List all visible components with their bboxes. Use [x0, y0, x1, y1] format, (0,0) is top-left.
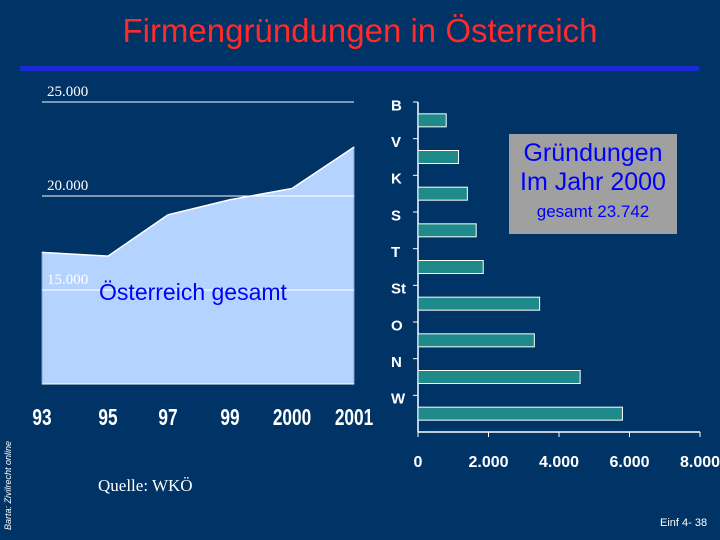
bar-K — [417, 186, 468, 201]
bar-category-label: O — [391, 317, 403, 334]
bar-category-label: St — [391, 281, 406, 298]
area-chart-austria-total: 25.000 20.000 15.000 93 95 97 99 2000 2001 Österr… — [32, 84, 373, 431]
area-y-tick-label: 25.000 — [47, 84, 88, 100]
bar-category-label: S — [391, 207, 401, 224]
slide-title: Firmengründungen in Österreich — [122, 12, 598, 49]
side-credit: Barta: Zivilrecht online — [3, 440, 13, 530]
bar-category-label: K — [391, 171, 402, 188]
bar-x-tick-label: 6.000 — [609, 454, 649, 471]
legend-total: gesamt 23.742 — [536, 202, 650, 221]
bar-category-label: V — [391, 134, 401, 151]
area-x-tick-label: 97 — [158, 406, 177, 431]
bar-St — [417, 296, 541, 311]
bar-x-tick-label: 2.000 — [468, 454, 508, 471]
bar-N — [417, 370, 581, 384]
bar-T — [417, 260, 484, 274]
area-series-fill — [41, 146, 355, 385]
area-y-tick-label: 20.000 — [47, 178, 88, 194]
slide-number: Einf 4- 38 — [660, 517, 708, 529]
bar-V — [417, 150, 460, 164]
area-x-tick-label: 99 — [220, 406, 239, 431]
bar-chart-founding-2000: B V K S T St O N W 0 2.000 4.000 6.000 8.000 — [391, 97, 720, 471]
bar-category-label: W — [391, 391, 406, 408]
bar-O — [417, 333, 535, 348]
area-x-tick-label: 93 — [32, 406, 51, 431]
bar-x-tick-label: 0 — [414, 454, 423, 471]
bar-x-tick-label: 4.000 — [539, 454, 579, 471]
bar-B — [417, 113, 447, 128]
area-x-tick-label: 2000 — [273, 406, 311, 431]
bar-x-tick-label: 8.000 — [680, 454, 720, 471]
bar-category-label: T — [391, 244, 400, 261]
area-x-tick-label: 95 — [98, 406, 117, 431]
area-series-line — [41, 146, 355, 257]
title-divider — [20, 66, 699, 71]
legend-box: Gründungen Im Jahr 2000 gesamt 23.742 — [509, 134, 677, 234]
bar-W — [417, 406, 623, 421]
bar-S — [417, 223, 477, 238]
bar-category-label: N — [391, 354, 402, 371]
area-annotation: Österreich gesamt — [99, 279, 288, 305]
bar-category-label: B — [391, 97, 402, 114]
area-x-tick-label: 2001 — [335, 406, 373, 431]
source-note: Quelle: WKÖ — [98, 476, 193, 495]
area-y-tick-label: 15.000 — [47, 272, 88, 288]
legend-title: Gründungen Im Jahr 2000 — [520, 139, 666, 196]
